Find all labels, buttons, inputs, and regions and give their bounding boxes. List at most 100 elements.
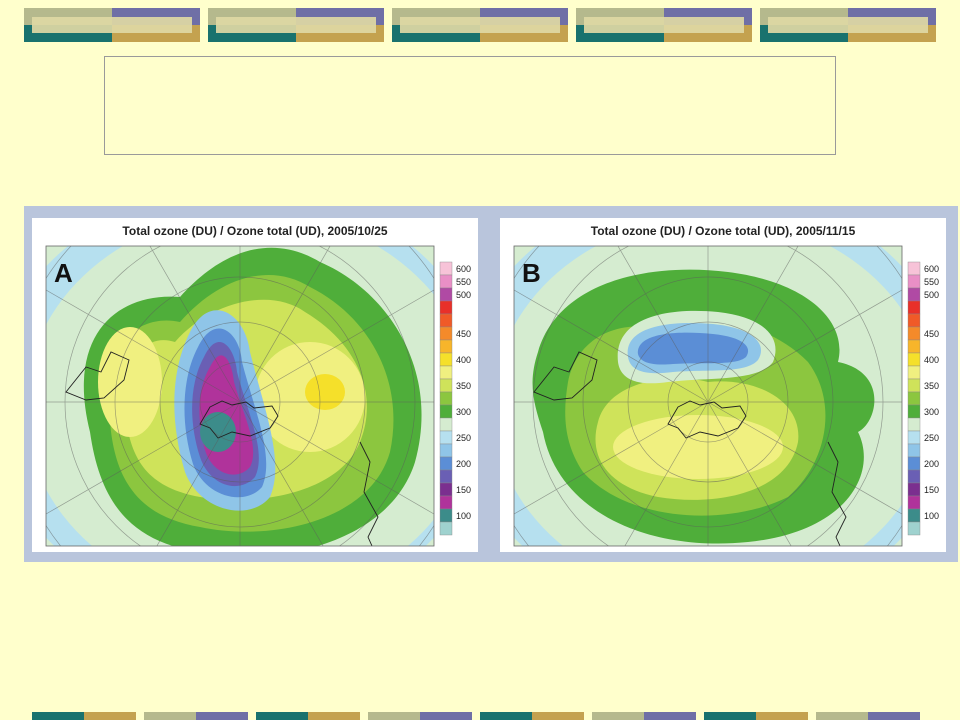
legend-tick-label: 100 xyxy=(924,511,939,521)
ozone-contour xyxy=(98,327,162,437)
meridian-line xyxy=(46,401,241,515)
legend-swatch xyxy=(439,508,453,523)
legend-tick-label: 450 xyxy=(456,329,471,339)
map-contours xyxy=(514,246,902,546)
legend-tick-label: 200 xyxy=(924,459,939,469)
meridian-line xyxy=(707,289,902,403)
slide-title-box[interactable] xyxy=(104,56,836,155)
meridian-line xyxy=(514,401,709,515)
legend-tick-label: 100 xyxy=(456,511,471,521)
legend-swatch xyxy=(907,378,921,393)
decor-tile xyxy=(208,8,384,42)
legend-swatch xyxy=(907,417,921,432)
legend-swatch xyxy=(439,274,453,289)
ozone-map-b-svg: B 600 550 500 450 400 350 300 250 200 150 100 xyxy=(513,245,939,547)
map-border xyxy=(513,245,903,547)
legend-tick-label: 150 xyxy=(456,485,471,495)
meridian-line xyxy=(149,246,241,403)
legend-tick-label: 550 xyxy=(924,277,939,287)
meridian-line xyxy=(239,246,331,403)
legend-tick-label: 350 xyxy=(924,381,939,391)
legend-swatch xyxy=(907,313,921,328)
legend-swatch xyxy=(439,300,453,315)
legend-tick-label: 400 xyxy=(456,355,471,365)
coastline xyxy=(65,351,379,546)
map-a-title: Total ozone (DU) / Ozone total (UD), 200… xyxy=(122,224,388,238)
legend-swatch xyxy=(907,495,921,510)
legend-swatch xyxy=(907,391,921,406)
decor-strip xyxy=(144,712,248,720)
legend-tick-label: 450 xyxy=(924,329,939,339)
meridian-line xyxy=(707,401,902,515)
legend-swatch xyxy=(907,287,921,302)
decor-tile xyxy=(24,8,200,42)
color-scale-legend: 600 550 500 450 400 350 300 250 200 150 100 xyxy=(907,261,939,536)
legend-tick-label: 300 xyxy=(456,407,471,417)
meridian-line xyxy=(239,401,324,546)
legend-swatch xyxy=(439,417,453,432)
meridian-line xyxy=(46,289,241,403)
legend-swatch xyxy=(907,326,921,341)
legend-swatch xyxy=(907,508,921,523)
legend-swatch xyxy=(439,339,453,354)
legend-tick-label: 600 xyxy=(924,264,939,274)
decor-tile xyxy=(576,8,752,42)
map-contours xyxy=(46,246,434,546)
legend-swatch xyxy=(907,339,921,354)
legend-swatch xyxy=(907,443,921,458)
legend-swatch xyxy=(439,365,453,380)
legend-swatch xyxy=(907,456,921,471)
meridian-line xyxy=(707,246,799,403)
legend-swatch xyxy=(439,313,453,328)
legend-swatch xyxy=(907,300,921,315)
decor-strip xyxy=(256,712,360,720)
decor-strip xyxy=(816,712,920,720)
map-b-title: Total ozone (DU) / Ozone total (UD), 200… xyxy=(590,224,856,238)
decor-strip xyxy=(704,712,808,720)
legend-swatch xyxy=(439,404,453,419)
legend-swatch xyxy=(907,404,921,419)
ozone-map-panel-a: A 600 550 500 450 400 350 300 250 200 150 100 Total… xyxy=(32,218,478,552)
legend-swatch xyxy=(439,495,453,510)
ozone-map-panel-b: B 600 550 500 450 400 350 300 250 200 150 100 Total… xyxy=(500,218,946,552)
legend-tick-label: 500 xyxy=(456,290,471,300)
color-scale-legend: 600 550 500 450 400 350 300 250 200 150 100 xyxy=(439,261,471,536)
legend-swatch xyxy=(907,261,921,276)
map-graticule xyxy=(514,246,902,546)
decor-tile xyxy=(760,8,936,42)
legend-swatch xyxy=(439,482,453,497)
legend-swatch xyxy=(907,521,921,536)
legend-swatch xyxy=(439,430,453,445)
legend-swatch xyxy=(907,274,921,289)
ozone-map-a-svg: A 600 550 500 450 400 350 300 250 200 150 100 xyxy=(45,245,471,547)
legend-swatch xyxy=(439,521,453,536)
decor-strip xyxy=(592,712,696,720)
legend-swatch xyxy=(907,365,921,380)
legend-swatch xyxy=(439,352,453,367)
map-graticule xyxy=(46,246,434,546)
decor-tile xyxy=(392,8,568,42)
legend-swatch xyxy=(439,287,453,302)
legend-swatch xyxy=(907,482,921,497)
decor-strip xyxy=(480,712,584,720)
legend-swatch xyxy=(907,430,921,445)
map-label: A xyxy=(54,258,73,288)
ozone-contour xyxy=(613,415,783,479)
legend-swatch xyxy=(439,469,453,484)
legend-swatch xyxy=(907,352,921,367)
decor-strip xyxy=(368,712,472,720)
legend-tick-label: 250 xyxy=(924,433,939,443)
ozone-contour xyxy=(305,374,345,410)
meridian-line xyxy=(239,289,434,403)
legend-swatch xyxy=(439,443,453,458)
ozone-hole xyxy=(200,412,236,452)
meridian-line xyxy=(239,401,434,515)
legend-swatch xyxy=(439,261,453,276)
meridian-line xyxy=(707,401,792,546)
legend-swatch xyxy=(439,456,453,471)
ozone-hole xyxy=(637,332,749,365)
meridian-line xyxy=(514,289,709,403)
meridian-line xyxy=(617,246,709,403)
map-border xyxy=(45,245,435,547)
legend-tick-label: 500 xyxy=(924,290,939,300)
